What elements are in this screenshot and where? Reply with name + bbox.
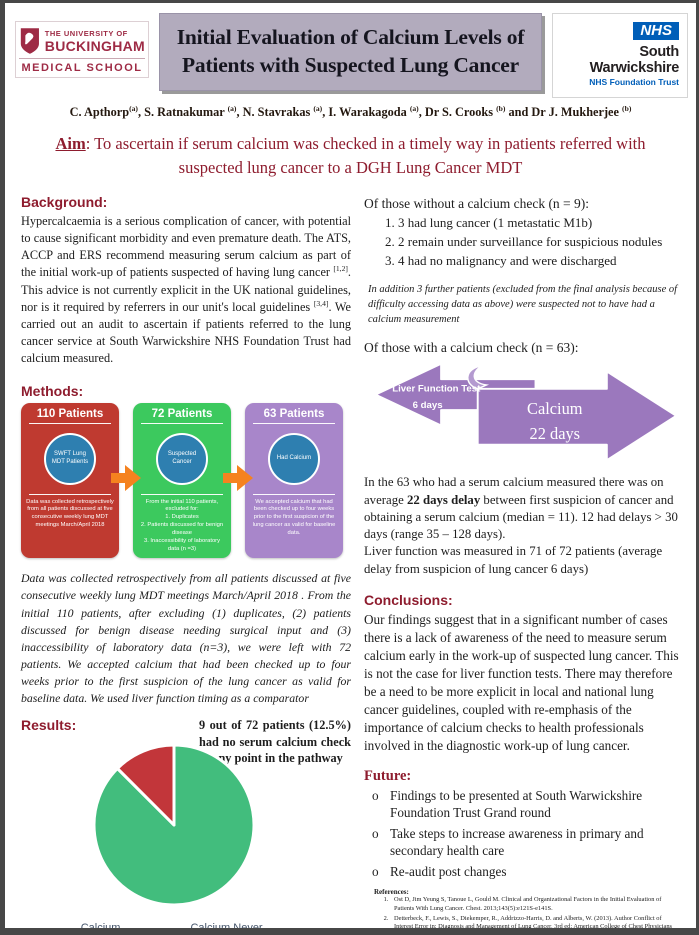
nhs-trust-type: NHS Foundation Trust: [589, 77, 679, 87]
card-note: From the initial 110 patients, excluded …: [140, 498, 224, 552]
title-line-2: Patients with Suspected Lung Cancer: [181, 53, 519, 78]
title-line-1: Initial Evaluation of Calcium Levels of: [176, 25, 525, 49]
calcium-arrow-days: 22 days: [530, 424, 580, 443]
liver-arrow-label: Liver Function Test: [392, 384, 481, 395]
legend-swatch-icon: [69, 929, 76, 935]
list-item: Findings to be presented at South Warwic…: [364, 787, 682, 821]
pie-slice: [115, 743, 176, 827]
references-heading: References:: [374, 888, 409, 897]
list-item: Take steps to increase awareness in prim…: [364, 825, 682, 859]
nhs-icon: NHS: [633, 22, 679, 40]
methods-description: Data was collected retrospectively from …: [21, 571, 351, 706]
results-heading: Results:: [21, 717, 77, 734]
future-list: Findings to be presented at South Warwic…: [364, 787, 682, 881]
uob-line-university: THE UNIVERSITY OF: [44, 28, 128, 38]
buckingham-shield-icon: [20, 28, 39, 54]
method-card: 110 Patients SWFT Lung MDT Patients Data w…: [21, 402, 119, 559]
legend-item: Calcium Checked: [69, 921, 145, 935]
method-card: 72 Patients Suspected Cancer From the init…: [133, 402, 231, 559]
aim-text: : To ascertain if serum calcium was chec…: [85, 134, 646, 177]
university-of-buckingham-logo: THE UNIVERSITY OF BUCKINGHAM MEDICAL SCH…: [15, 21, 149, 78]
aim-statement: Aim: To ascertain if serum calcium was c…: [23, 132, 678, 180]
uob-line-buckingham: BUCKINGHAM: [44, 37, 145, 54]
right-column: Of those without a calcium check (n = 9)…: [364, 194, 682, 928]
card-circle: Suspected Cancer: [156, 432, 208, 485]
card-circle: SWFT Lung MDT Patients: [44, 432, 96, 485]
nhs-trust-name: South Warwickshire: [589, 44, 680, 76]
calcium-arrow-icon: [476, 370, 678, 462]
legend-label: Calcium Never Checked: [190, 921, 263, 934]
uob-logo-text: THE UNIVERSITY OF BUCKINGHAM: [45, 29, 145, 54]
delay-paragraph: In the 63 who had a serum calcium measur…: [364, 475, 678, 576]
poster-title: Initial Evaluation of Calcium Levels of …: [159, 13, 542, 91]
list-item: 4 had no malignancy and were discharged: [398, 252, 682, 271]
left-column: Background: Hypercalcaemia is a serious …: [21, 193, 352, 935]
references-section: References: Ost D, Jim Yeung S, Tanoue L…: [364, 888, 682, 928]
nhs-trust-logo: NHS South Warwickshire NHS Foundation Tr…: [552, 13, 688, 98]
content-columns: Background: Hypercalcaemia is a serious …: [5, 180, 696, 935]
conclusions-paragraph: Our findings suggest that in a significa…: [364, 611, 679, 753]
uob-logo-top: THE UNIVERSITY OF BUCKINGHAM: [19, 26, 145, 59]
card-note: Data was collected retrospectively from …: [26, 498, 114, 529]
list-item: Ost D, Jim Yeung S, Tanoue L, Gould M. C…: [390, 896, 682, 913]
ribbon-curl-icon: [467, 365, 490, 391]
flow-arrow-icon: [223, 465, 253, 496]
with-check-heading: Of those with a calcium check (n = 63):: [364, 340, 579, 356]
card-note: We accepted calcium that had been checke…: [252, 498, 336, 536]
pie-legend: Calcium Checked Calcium Never Checked: [69, 921, 279, 935]
card-circle: Had Calcium: [268, 432, 320, 485]
conclusions-heading: Conclusions:: [364, 591, 453, 608]
methods-heading: Methods:: [21, 382, 84, 399]
legend-label: Calcium Checked: [80, 921, 121, 934]
pie-chart: Calcium Checked Calcium Never Checked: [69, 739, 279, 935]
poster-header: THE UNIVERSITY OF BUCKINGHAM MEDICAL SCH…: [5, 3, 696, 98]
list-item: Re-audit post changes: [364, 863, 682, 880]
card-count: 72 Patients: [151, 407, 213, 420]
references-list: Ost D, Jim Yeung S, Tanoue L, Gould M. C…: [374, 896, 682, 928]
background-paragraph: Hypercalcaemia is a serious complication…: [21, 213, 352, 366]
list-item: Detterbeck, F., Lewis, S., Diekemper, R.…: [390, 915, 682, 928]
methods-flowchart: 110 Patients SWFT Lung MDT Patients Data w…: [21, 402, 343, 559]
uob-line-medical-school: MEDICAL SCHOOL: [21, 62, 143, 74]
method-card: 63 Patients Had Calcium We accepted calciu…: [245, 402, 343, 559]
card-count: 63 Patients: [263, 407, 325, 420]
results-header-row: Results: 9 out of 72 patients (12.5%) ha…: [21, 717, 351, 767]
aim-label: Aim: [55, 134, 86, 153]
delay-arrows-graphic: Liver Function Test 6 days Calcium 22 da…: [374, 363, 678, 462]
without-check-list: 3 had lung cancer (1 metastatic M1b)2 re…: [364, 214, 682, 271]
future-heading: Future:: [364, 767, 412, 784]
results-callout: 9 out of 72 patients (12.5%) had no seru…: [199, 718, 351, 766]
list-item: 3 had lung cancer (1 metastatic M1b): [398, 214, 682, 233]
pie-chart-svg: [92, 743, 256, 907]
background-heading: Background:: [21, 193, 108, 210]
card-count: 110 Patients: [36, 407, 104, 420]
liver-arrow-days: 6 days: [413, 401, 443, 412]
without-check-heading: Of those without a calcium check (n = 9)…: [364, 195, 590, 211]
list-item: 2 remain under surveillance for suspicio…: [398, 233, 682, 252]
excluded-patients-note: In addition 3 further patients (excluded…: [368, 284, 678, 325]
authors-line: C. Apthorp(a), S. Ratnakumar (a), N. Sta…: [69, 103, 632, 119]
calcium-arrow-label: Calcium: [527, 399, 583, 418]
flow-arrow-icon: [111, 465, 141, 496]
legend-item: Calcium Never Checked: [179, 921, 279, 935]
legend-swatch-icon: [179, 929, 186, 935]
